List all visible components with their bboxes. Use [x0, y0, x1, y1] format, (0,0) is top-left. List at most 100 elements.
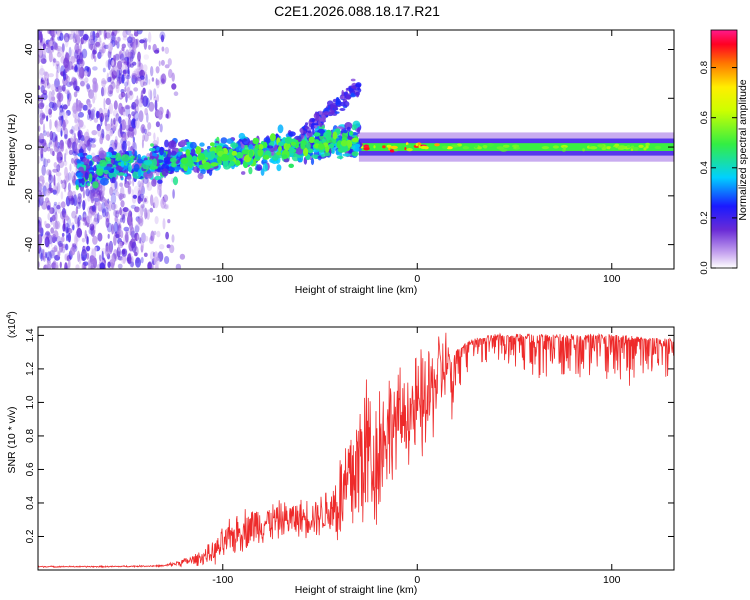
noise-blob: [59, 47, 64, 53]
echo-blob: [117, 172, 125, 176]
noise-blob: [92, 95, 96, 104]
noise-blob: [49, 40, 53, 47]
noise-blob: [38, 71, 44, 80]
noise-blob: [62, 119, 66, 131]
echo-blob: [99, 159, 107, 167]
noise-blob: [64, 253, 67, 261]
noise-blob: [122, 70, 127, 75]
noise-blob: [97, 51, 102, 60]
noise-blob: [138, 62, 141, 68]
noise-blob: [43, 157, 46, 167]
noise-blob: [127, 186, 130, 195]
noise-blob: [64, 175, 68, 185]
secondary-blob: [346, 94, 350, 99]
y-tick-label: 0.6: [25, 462, 36, 476]
secondary-blob: [323, 111, 330, 116]
noise-blob: [53, 201, 58, 206]
noise-blob: [105, 97, 111, 106]
noise-blob: [38, 102, 45, 110]
noise-blob: [129, 229, 132, 236]
noise-blob: [38, 85, 41, 91]
colorbar: 0.0 0.2 0.4 0.6 0.8 Normalized spectral ampl…: [699, 29, 749, 275]
noise-blob: [81, 48, 88, 59]
line-blob: [618, 145, 626, 149]
x-tick-label: 0: [414, 574, 420, 586]
noise-blob: [54, 211, 58, 223]
noise-blob: [144, 207, 148, 220]
noise-blob: [131, 111, 136, 117]
noise-blob: [125, 62, 128, 73]
noise-blob: [79, 59, 85, 68]
noise-blob: [75, 206, 79, 215]
noise-blob: [145, 74, 149, 86]
noise-blob: [114, 215, 118, 223]
noise-blob: [84, 70, 88, 77]
noise-blob: [153, 96, 157, 101]
noise-blob: [124, 117, 130, 127]
noise-blob: [144, 107, 148, 116]
echo-blob: [207, 170, 211, 174]
noise-blob: [88, 89, 92, 98]
noise-blob: [103, 98, 106, 110]
noise-blob: [57, 240, 63, 247]
noise-blob: [107, 233, 110, 239]
noise-blob: [140, 241, 145, 250]
noise-blob: [147, 131, 152, 137]
noise-blob: [109, 186, 113, 196]
noise-blob: [131, 72, 137, 79]
noise-blob: [63, 70, 66, 82]
noise-blob: [107, 49, 112, 59]
noise-blob: [117, 263, 123, 269]
noise-blob: [82, 217, 86, 222]
secondary-blob: [307, 130, 312, 134]
echo-strong-blob: [332, 131, 338, 140]
noise-blob: [51, 90, 55, 96]
echo-blob: [269, 147, 275, 152]
noise-blob: [115, 209, 121, 215]
noise-blob: [127, 66, 130, 75]
echo-blob: [163, 152, 167, 158]
echo-blob: [92, 181, 99, 189]
noise-blob: [65, 139, 70, 145]
noise-blob: [137, 77, 142, 84]
noise-blob: [169, 244, 175, 254]
echo-blob: [130, 155, 135, 159]
line-blob: [610, 146, 617, 151]
noise-blob: [135, 38, 140, 48]
echo-blob: [179, 139, 187, 146]
echo-blob: [351, 124, 357, 131]
noise-blob: [50, 227, 55, 234]
noise-blob: [122, 213, 126, 224]
noise-blob: [148, 44, 151, 50]
line-blob: [632, 146, 639, 151]
noise-blob: [135, 117, 140, 129]
noise-blob: [78, 253, 82, 265]
noise-blob: [134, 223, 141, 232]
noise-blob: [133, 251, 138, 257]
y-tick-label: 0.2: [25, 529, 36, 543]
noise-blob: [155, 121, 160, 128]
noise-blob: [66, 227, 73, 234]
noise-blob: [79, 51, 84, 62]
noise-blob: [136, 95, 139, 107]
noise-blob: [93, 217, 98, 223]
noise-blob: [144, 71, 147, 82]
noise-blob: [38, 135, 41, 143]
echo-strong-blob: [226, 153, 235, 161]
echo-blob: [336, 155, 344, 159]
line-blob: [405, 144, 412, 148]
noise-blob: [87, 113, 90, 121]
noise-blob: [119, 182, 123, 187]
echo-blob: [256, 164, 263, 171]
line-blob: [420, 145, 428, 149]
echo-strong-blob: [180, 157, 189, 165]
noise-blob: [50, 148, 54, 155]
noise-blob: [104, 112, 108, 118]
noise-blob: [164, 139, 169, 148]
noise-blob: [67, 190, 73, 199]
colorbar-gradient: [710, 29, 738, 269]
echo-blob: [115, 152, 122, 162]
noise-blob: [115, 77, 120, 89]
echo-strong-blob: [349, 130, 354, 136]
echo-strong-blob: [254, 144, 260, 150]
